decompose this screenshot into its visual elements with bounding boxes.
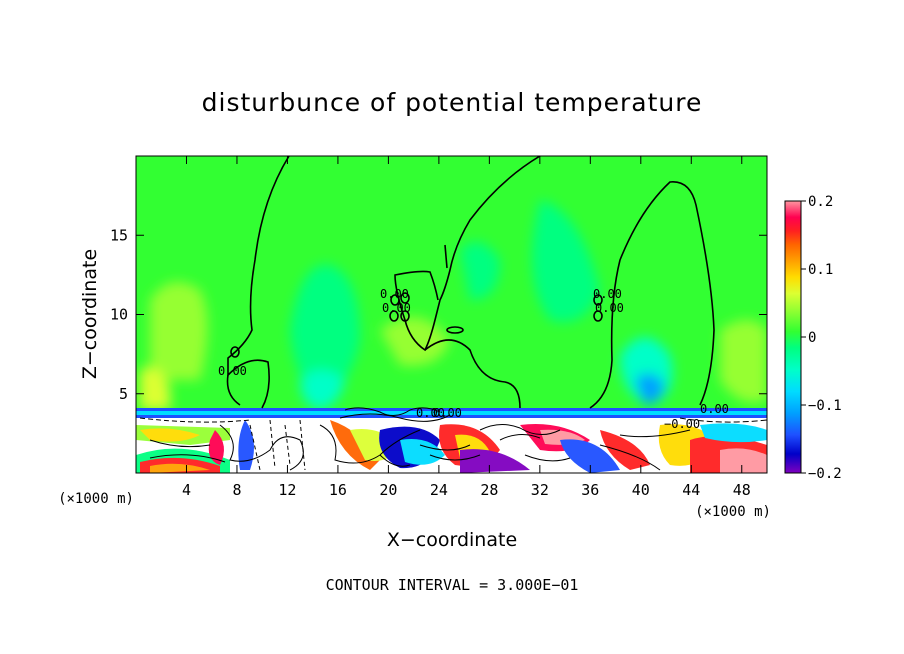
x-unit-left: (×1000 m) (58, 491, 134, 507)
contour-label: 0.00 (700, 402, 729, 416)
contour-label: 0.00 (380, 287, 409, 301)
x-tick-label: 28 (480, 481, 498, 499)
x-tick-label: 8 (232, 481, 241, 499)
y-tick-label: 15 (110, 226, 128, 244)
y-tick-label: 10 (110, 306, 128, 324)
contour-interval-note: CONTOUR INTERVAL = 3.000E−01 (325, 576, 579, 594)
colorbar-tick-label: 0.2 (808, 194, 833, 210)
contour-label: 0.00 (433, 406, 462, 420)
x-tick-label: 48 (733, 481, 751, 499)
colorbar-tick-label: −0.1 (808, 398, 842, 414)
contour-label: 0.00 (382, 301, 411, 315)
x-tick-label: 32 (531, 481, 549, 499)
colorbar-tick-label: 0.1 (808, 262, 833, 278)
chart-title: disturbunce of potential temperature (201, 88, 703, 117)
colorbar-ticks: 0.2 0.1 0 −0.1 −0.2 (801, 194, 842, 482)
x-tick-label: 12 (278, 481, 296, 499)
contour-label: 0.00 (218, 364, 247, 378)
y-axis-title: Z−coordinate (79, 249, 101, 379)
x-tick-label: 40 (632, 481, 650, 499)
x-tick-label: 36 (581, 481, 599, 499)
x-axis-title: X−coordinate (387, 529, 517, 551)
y-axis: 5 10 15 (110, 226, 767, 403)
x-axis: 4 8 12 16 20 24 28 32 36 40 44 48 (182, 156, 751, 499)
x-tick-label: 24 (430, 481, 448, 499)
colorbar-tick-label: −0.2 (808, 466, 842, 482)
x-tick-label: 4 (182, 481, 191, 499)
contour-label: −0.00 (664, 417, 700, 431)
colorbar-tick-label: 0 (808, 330, 816, 346)
x-unit-right: (×1000 m) (695, 504, 771, 520)
x-tick-label: 16 (329, 481, 347, 499)
contour-label: 0.00 (593, 287, 622, 301)
y-tick-label: 5 (119, 385, 128, 403)
x-tick-label: 44 (682, 481, 700, 499)
contour-label: 0.00 (416, 406, 445, 420)
colorbar (784, 200, 802, 474)
contour-label: 0.00 (595, 301, 624, 315)
x-tick-label: 20 (379, 481, 397, 499)
heatmap-field: 0.000.000.000.000.000.000.000.00−0.00 (136, 156, 767, 473)
